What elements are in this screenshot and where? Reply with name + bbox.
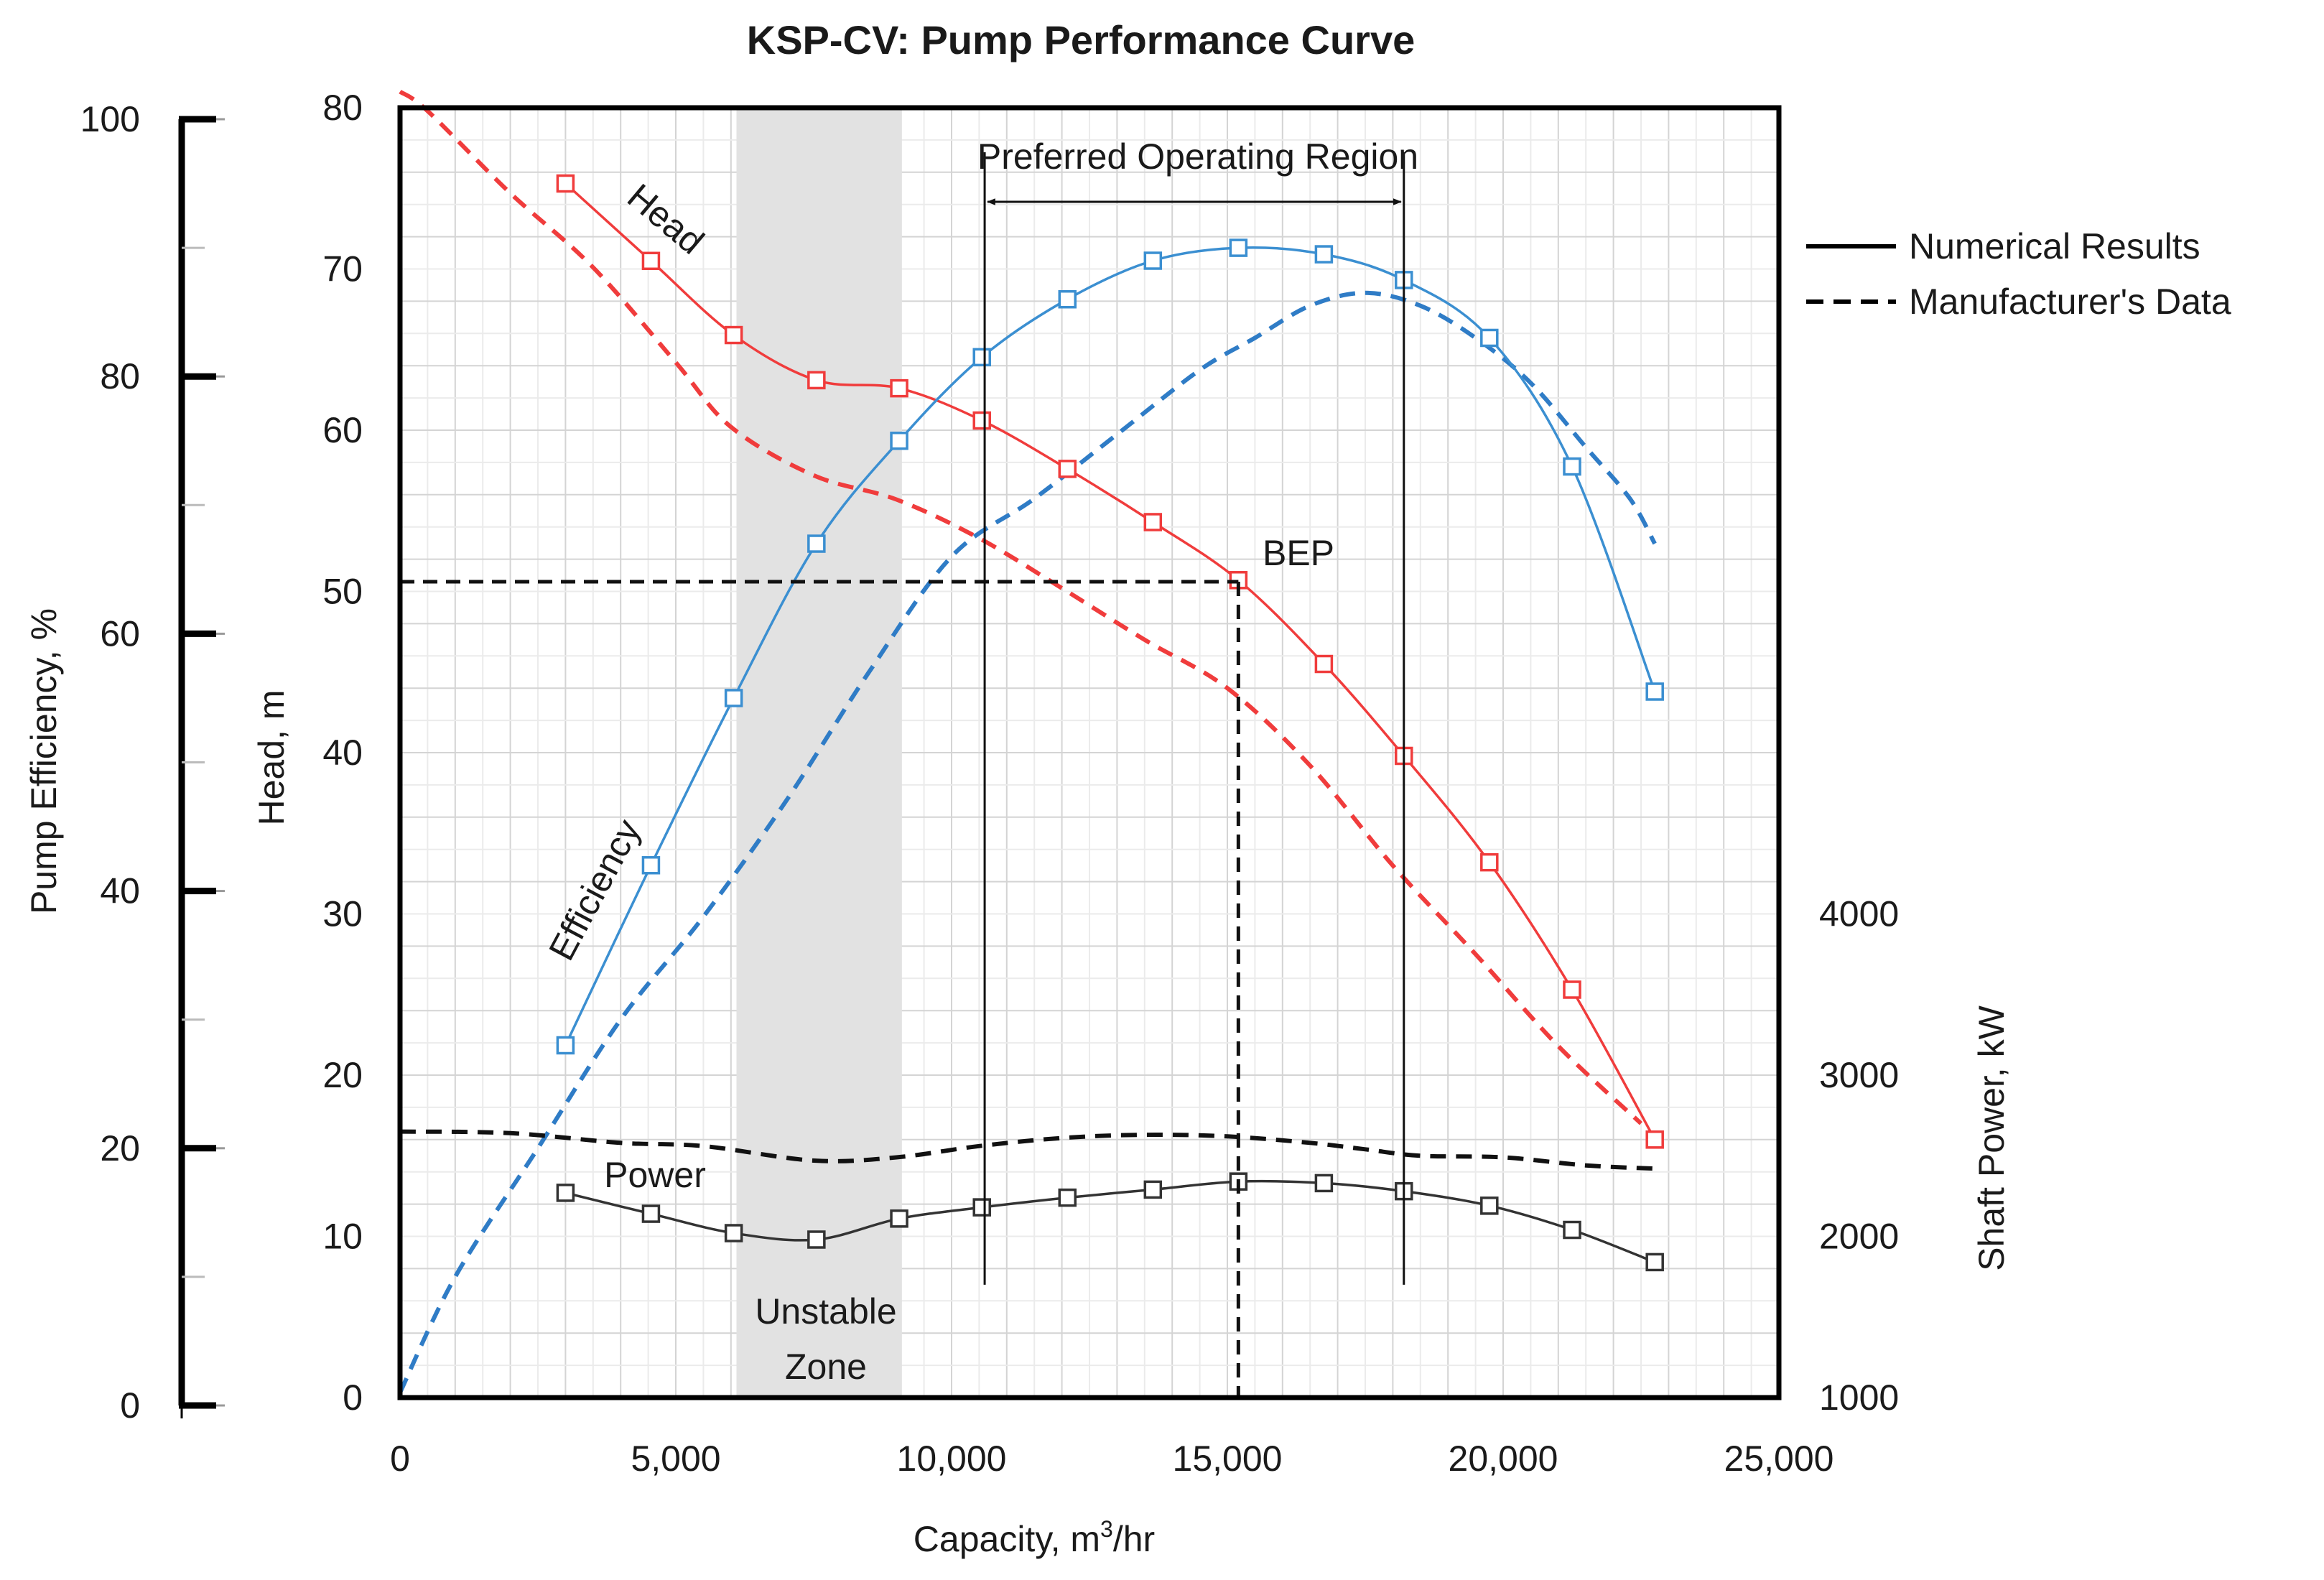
power-curve-label: Power	[604, 1155, 706, 1195]
x-tick-label: 20,000	[1449, 1439, 1558, 1479]
power-axis-ticks: 1000 2000 3000 4000	[1819, 894, 1899, 1418]
efficiency-numerical-point	[1314, 245, 1334, 264]
efficiency-tick-label: 60	[100, 613, 140, 654]
x-tick-label: 10,000	[897, 1439, 1007, 1479]
head-numerical-point	[1645, 1130, 1664, 1149]
efficiency-numerical-point	[1143, 251, 1163, 270]
power-numerical-point	[641, 1204, 661, 1223]
head-curve-label: Head	[620, 176, 712, 262]
x-tick-label: 25,000	[1724, 1439, 1834, 1479]
series-layer	[398, 90, 1664, 1394]
x-axis-label: Capacity, m3/hr	[914, 1516, 1155, 1559]
plot-frame	[397, 105, 1782, 1400]
x-tick-label: 0	[390, 1439, 410, 1479]
power-numerical-point	[1645, 1253, 1664, 1272]
x-axis-label-superscript: 3	[1100, 1516, 1113, 1542]
power-numerical-point	[1143, 1180, 1163, 1199]
efficiency-numerical-point	[972, 348, 991, 367]
efficiency-tick-label: 80	[100, 356, 140, 396]
head-numerical-point	[1480, 852, 1499, 872]
x-tick-label: 5,000	[631, 1439, 720, 1479]
efficiency-axis-label: Pump Efficiency, %	[24, 608, 64, 914]
efficiency-numerical-point	[724, 689, 743, 707]
zones	[736, 108, 902, 1398]
head-numerical-point	[724, 325, 743, 345]
x-axis-ticks: 0 5,000 10,000 15,000 20,000 25,000	[390, 1439, 1833, 1479]
efficiency-tick-label: 20	[100, 1128, 140, 1168]
head-numerical-point	[556, 174, 575, 193]
head-tick-label: 0	[343, 1377, 363, 1418]
legend: Numerical Results Manufacturer's Data	[1806, 226, 2231, 322]
efficiency-numerical-line	[564, 246, 1656, 1046]
x-axis-label-main: Capacity, m	[914, 1519, 1100, 1559]
efficiency-numerical-point	[1229, 238, 1248, 257]
chart-title: KSP-CV: Pump Performance Curve	[747, 17, 1415, 62]
head-tick-label: 30	[322, 894, 363, 934]
power-numerical-point	[807, 1230, 826, 1249]
efficiency-numerical-point	[556, 1036, 575, 1055]
legend-solid-label: Numerical Results	[1909, 226, 2200, 266]
power-numerical-point	[972, 1198, 991, 1217]
head-tick-label: 50	[322, 572, 363, 612]
efficiency-tick-label: 100	[80, 99, 140, 139]
power-numerical-point	[890, 1209, 908, 1228]
unstable-zone-band	[736, 108, 902, 1398]
efficiency-numerical-point	[1645, 682, 1664, 701]
power-tick-label: 3000	[1819, 1055, 1899, 1095]
head-axis-label: Head, m	[251, 690, 292, 826]
head-numerical-point	[641, 251, 661, 271]
power-numerical-point	[1314, 1174, 1334, 1193]
power-axis-label: Shaft Power, kW	[1971, 1005, 2012, 1270]
head-axis-ticks: 0 10 20 30 40 50 60 70 80	[322, 88, 363, 1418]
x-axis-label-suffix: /hr	[1113, 1519, 1155, 1559]
power-tick-label: 2000	[1819, 1217, 1899, 1257]
efficiency-curve-label: Efficiency	[541, 813, 648, 967]
head-tick-label: 80	[322, 88, 363, 128]
head-tick-label: 40	[322, 733, 363, 773]
head-numerical-point	[1314, 654, 1334, 674]
efficiency-tick-label: 40	[100, 871, 140, 911]
power-tick-label: 4000	[1819, 894, 1899, 934]
power-numerical-point	[1058, 1188, 1077, 1207]
power-numerical-point	[724, 1224, 743, 1242]
efficiency-numerical-point	[641, 856, 661, 875]
reference-lines	[400, 152, 1405, 1398]
power-tick-label: 1000	[1819, 1377, 1899, 1418]
efficiency-numerical-point	[1058, 289, 1077, 309]
efficiency-numerical-point	[1563, 457, 1581, 476]
preferred-region-label: Preferred Operating Region	[977, 136, 1418, 177]
efficiency-numerical-point	[807, 534, 826, 553]
efficiency-tick-label: 0	[120, 1385, 140, 1426]
legend-dashed-label: Manufacturer's Data	[1909, 282, 2231, 322]
head-tick-label: 10	[322, 1217, 363, 1257]
head-numerical-point	[1563, 980, 1581, 999]
power-manufacturer-line	[399, 1129, 1655, 1171]
head-tick-label: 70	[322, 249, 363, 289]
unstable-zone-label-line2: Zone	[785, 1347, 867, 1387]
head-tick-label: 20	[322, 1055, 363, 1095]
x-tick-label: 15,000	[1173, 1439, 1283, 1479]
bep-label: BEP	[1263, 533, 1334, 573]
head-manufacturer-line	[399, 90, 1643, 1125]
efficiency-numerical-point	[1480, 328, 1499, 348]
head-numerical-point	[807, 371, 826, 390]
head-numerical-point	[1143, 513, 1163, 531]
power-numerical-point	[1563, 1220, 1581, 1240]
efficiency-axis: 0 20 40 60 80 100	[80, 99, 225, 1426]
unstable-zone-label-line1: Unstable	[755, 1291, 896, 1332]
power-numerical-point	[556, 1184, 575, 1202]
grid-lines	[399, 107, 1780, 1398]
head-numerical-point	[890, 378, 908, 398]
head-numerical-point	[972, 411, 991, 430]
head-tick-label: 60	[322, 410, 363, 450]
efficiency-manufacturer-line	[398, 290, 1657, 1394]
head-numerical-point	[1058, 460, 1077, 478]
power-numerical-line	[564, 1179, 1655, 1264]
power-numerical-point	[1480, 1196, 1499, 1215]
efficiency-numerical-point	[890, 432, 908, 450]
